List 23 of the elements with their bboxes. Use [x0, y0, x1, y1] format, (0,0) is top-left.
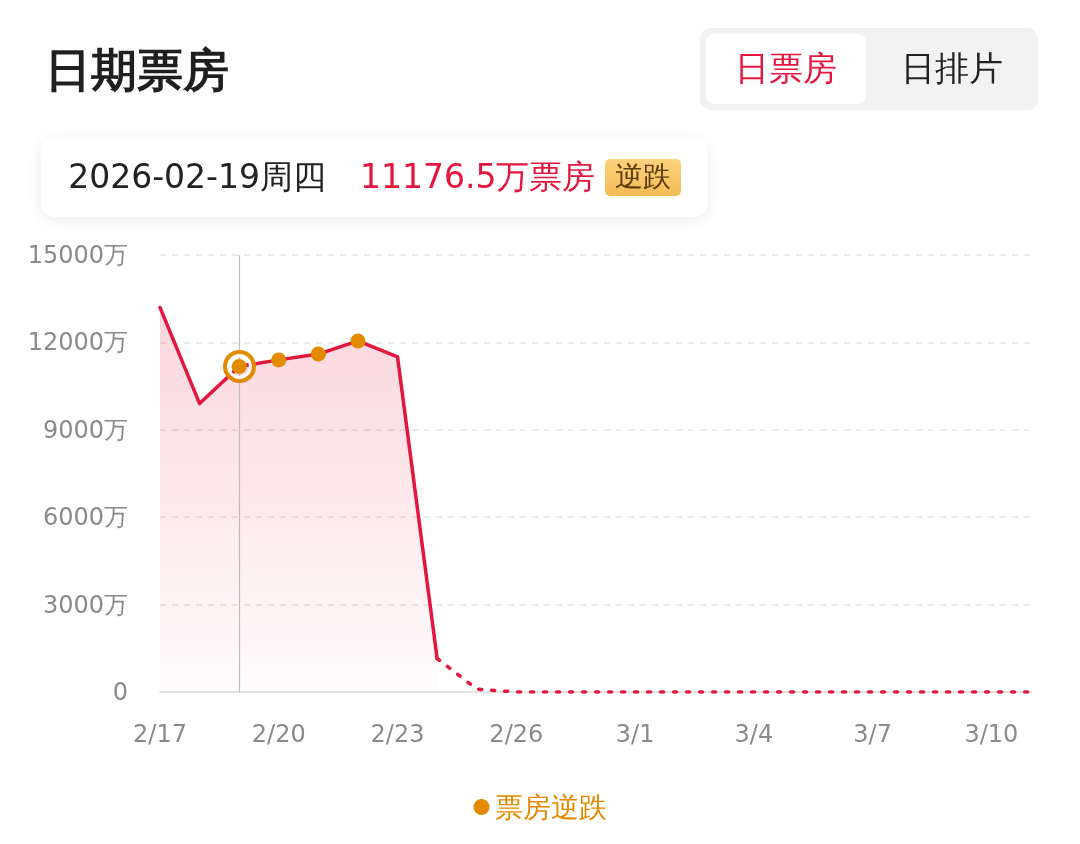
- y-tick-label: 9000万: [42, 415, 128, 444]
- x-tick-label: 2/20: [251, 720, 306, 748]
- point: [271, 352, 287, 368]
- y-tick-label: 0: [112, 678, 128, 706]
- x-tick-label: 3/10: [964, 720, 1019, 748]
- point: [350, 333, 366, 349]
- x-tick-label: 2/23: [370, 720, 425, 748]
- x-tick-label: 2/17: [133, 720, 187, 748]
- badge: 逆跌: [605, 158, 682, 196]
- y-tick-label: 15000万: [27, 241, 128, 269]
- y-tick-label: 3000万: [42, 590, 128, 619]
- tooltip-card: 2026-02-19周四 11176.5万票房 逆跌: [41, 137, 709, 217]
- legend-label: 票房逆跌: [494, 790, 607, 824]
- chart-title: 日期票房: [45, 43, 229, 97]
- tab-button: 日票房: [706, 34, 866, 104]
- segmented-control: 日票房 日排片: [700, 28, 1038, 110]
- x-tick-label: 3/1: [615, 720, 655, 748]
- y-tick-label: 6000万: [42, 503, 128, 532]
- x-tick-label: 2/26: [489, 720, 544, 748]
- y-tick-label: 12000万: [27, 328, 128, 357]
- x-tick-label: 3/7: [853, 720, 892, 748]
- x-tick-label: 3/4: [734, 720, 774, 748]
- point: [310, 346, 326, 362]
